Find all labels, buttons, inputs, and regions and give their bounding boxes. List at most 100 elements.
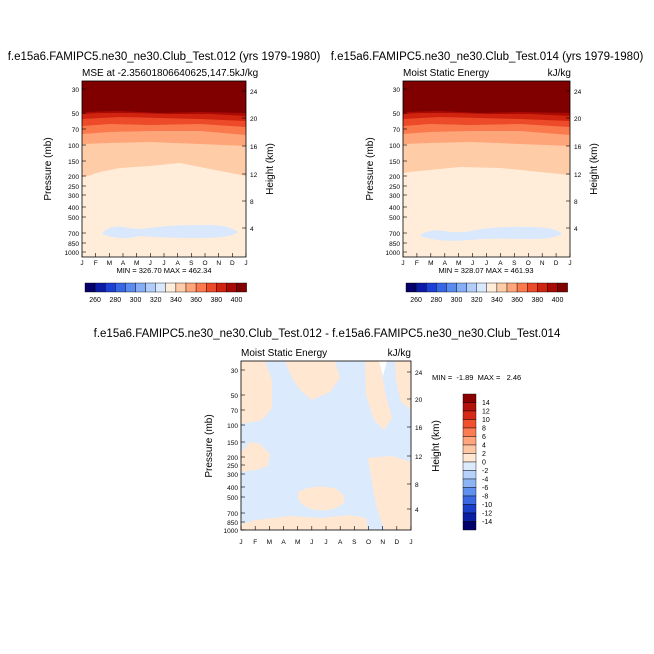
x-tick-label: M — [107, 260, 112, 267]
x-tick-label: S — [512, 260, 517, 267]
colorbar-swatch — [557, 282, 568, 293]
y-tick-label: 250 — [227, 463, 238, 470]
x-tick-label: M — [428, 260, 433, 267]
y-axis-label: Pressure (mb) — [204, 414, 215, 477]
panel-title: f.e15a6.FAMIPC5.ne30_ne30.Club_Test.012 … — [94, 328, 561, 340]
panel-left-label: Moist Static Energy — [241, 348, 327, 359]
colorbar-label: -14 — [482, 519, 492, 526]
colorbar-label: 300 — [130, 297, 142, 304]
y-tick-label: 30 — [72, 87, 80, 94]
y-tick-label: 300 — [68, 193, 79, 200]
x-tick-label: O — [366, 539, 371, 546]
colorbar-swatch — [462, 453, 477, 463]
colorbar-swatch — [436, 282, 447, 293]
colorbar-swatch — [94, 282, 106, 293]
colorbar-label: -10 — [482, 502, 492, 509]
y-axis-label: Pressure (mb) — [365, 137, 376, 200]
x-tick-label: J — [310, 539, 313, 546]
y-tick-label: 400 — [389, 205, 400, 212]
y2-tick-label: 16 — [415, 425, 423, 432]
x-tick-label: M — [267, 539, 272, 546]
y-tick-label: 850 — [227, 520, 238, 527]
y2-tick-label: 8 — [250, 199, 254, 206]
colorbar-label: -12 — [482, 511, 492, 518]
x-tick-label: F — [94, 260, 98, 267]
colorbar-swatch — [462, 436, 477, 446]
colorbar-vertical: 14 12 10 8 6 4 2 0 -2 -4 -6 -8 -10 -12 -… — [462, 393, 492, 531]
y2-tick-label: 24 — [415, 370, 423, 377]
colorbar-swatch — [462, 470, 477, 480]
colorbar-label: 380 — [531, 297, 543, 304]
colorbar-label: -8 — [482, 494, 488, 501]
colorbar: 260 280 300 320 340 360 380 400 — [405, 282, 568, 304]
y-tick-label: 500 — [68, 215, 79, 222]
colorbar-label: 260 — [410, 297, 422, 304]
colorbar-swatch — [226, 282, 237, 293]
y-tick-label: 1000 — [386, 250, 401, 257]
band-2-to-4 — [395, 361, 411, 410]
colorbar-label: 4 — [482, 443, 486, 450]
y-tick-label: 30 — [231, 368, 239, 375]
band-410 — [82, 81, 246, 113]
colorbar-swatch — [462, 512, 477, 522]
colorbar-swatch — [516, 282, 528, 293]
panel-left-label: Moist Static Energy — [403, 68, 489, 79]
x-tick-label: S — [352, 539, 357, 546]
y2-tick-label: 4 — [250, 226, 254, 233]
panel-right-label: kJ/kg — [388, 348, 411, 359]
band-2-to-4 — [365, 361, 392, 430]
colorbar-swatch — [456, 282, 467, 293]
band-gt-4 — [379, 361, 387, 376]
y-axis-ticks: 30 50 70 100 150 200 250 300 400 500 700… — [224, 368, 245, 535]
x-tick-label: M — [456, 260, 461, 267]
colorbar-swatch — [462, 419, 477, 429]
colorbar-swatch — [462, 461, 477, 471]
colorbar-swatch — [496, 282, 508, 293]
colorbar-swatch — [446, 282, 457, 293]
y2-axis-ticks: 24 20 16 12 8 4 — [242, 89, 258, 233]
colorbar-label: 2 — [482, 451, 486, 458]
colorbar-swatch — [135, 282, 146, 293]
y-tick-label: 300 — [227, 472, 238, 479]
colorbar-label: 320 — [150, 297, 162, 304]
colorbar-swatch — [104, 282, 116, 293]
y-tick-label: 150 — [227, 440, 238, 447]
y-tick-label: 500 — [227, 495, 238, 502]
y-axis-ticks: 30 50 70 100 150 200 250 300 400 500 700… — [65, 87, 86, 257]
band-2-to-4 — [241, 361, 272, 424]
y-tick-label: 500 — [389, 215, 400, 222]
x-axis-ticks: J F M A M J J A S O N D J — [401, 253, 572, 267]
colorbar-swatch — [537, 282, 548, 293]
x-tick-label: J — [80, 260, 83, 267]
y2-tick-label: 4 — [415, 507, 419, 514]
x-tick-label: J — [244, 260, 247, 267]
colorbar-label: 380 — [210, 297, 222, 304]
colorbar-swatch — [415, 282, 427, 293]
colorbar-swatch — [205, 282, 217, 293]
x-tick-label: D — [230, 260, 235, 267]
y2-tick-label: 12 — [574, 172, 582, 179]
x-axis-ticks: J F M A M J J A S O N D J — [80, 253, 248, 267]
min-max-stats: MIN = -1.89 MAX = 2.46 — [432, 373, 521, 382]
x-tick-label: N — [380, 539, 385, 546]
y2-tick-label: 12 — [250, 172, 258, 179]
colorbar-swatch — [506, 282, 518, 293]
x-tick-label: J — [324, 539, 327, 546]
colorbar-label: 340 — [170, 297, 182, 304]
y2-tick-label: 24 — [250, 89, 258, 96]
y-tick-label: 70 — [231, 408, 239, 415]
colorbar-label: 0 — [482, 460, 486, 467]
colorbar-swatch — [476, 282, 488, 293]
colorbar-label: -2 — [482, 468, 488, 475]
colorbar-swatch — [462, 410, 477, 420]
x-tick-label: F — [415, 260, 419, 267]
colorbar-swatch — [486, 282, 498, 293]
x-tick-label: J — [149, 260, 152, 267]
colorbar-swatch — [462, 402, 477, 412]
y-tick-label: 70 — [393, 127, 401, 134]
colorbar-swatch — [462, 427, 477, 437]
y-tick-label: 30 — [393, 87, 401, 94]
band-2-to-4 — [241, 442, 270, 472]
y2-tick-label: 8 — [574, 199, 578, 206]
